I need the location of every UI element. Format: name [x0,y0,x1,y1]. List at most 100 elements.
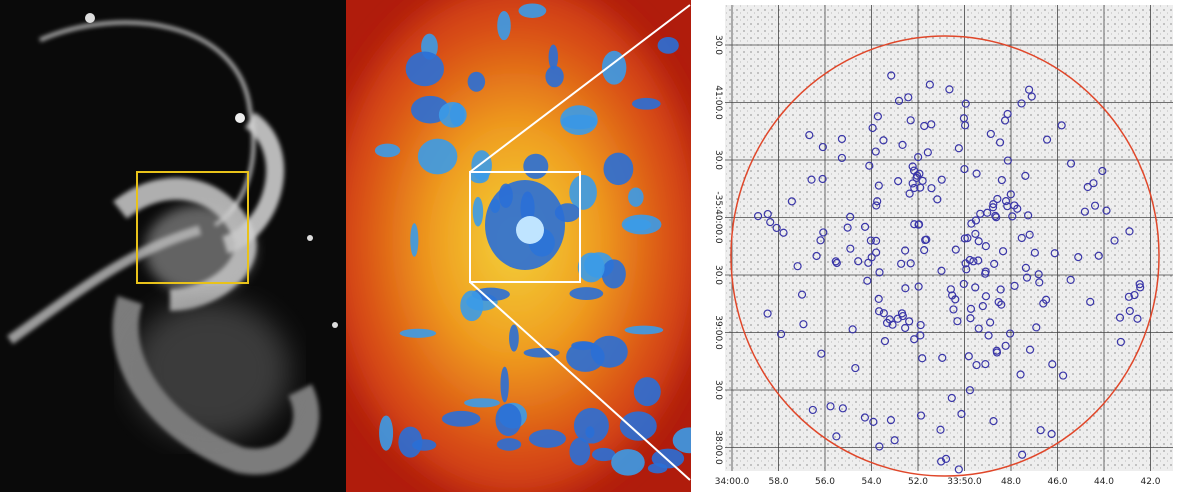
source-marker [1025,230,1034,239]
source-marker [863,276,872,285]
blue-region [460,290,484,322]
blue-region [601,259,626,289]
source-marker [772,223,781,233]
source-marker [938,353,947,362]
source-marker [763,309,772,318]
source-marker [923,148,932,157]
blue-region [621,214,662,235]
source-marker [1050,249,1059,258]
source-marker [966,314,975,323]
false-color-map [346,0,691,492]
source-marker [1003,156,1012,165]
source-marker [957,409,966,419]
source-marker [898,140,907,150]
source-marker [893,314,902,323]
blue-region [398,426,423,458]
source-marker [1083,182,1092,192]
blue-region [619,411,657,441]
source-marker [997,175,1006,185]
source-marker [1008,212,1017,221]
source-marker [984,331,993,340]
source-marker [808,405,817,415]
source-marker [1135,280,1144,289]
blue-region [624,325,664,335]
source-marker [1035,278,1044,287]
blue-region [591,447,616,462]
source-marker [874,307,884,316]
source-marker [993,194,1002,204]
source-marker [799,320,808,329]
source-marker [875,442,884,451]
source-marker [894,96,904,105]
source-marker [961,99,970,108]
source-marker [872,248,881,257]
blue-region [469,169,489,184]
source-marker [832,432,841,441]
source-marker [986,318,995,327]
source-marker [865,161,874,170]
source-marker [866,236,875,245]
source-marker [927,184,936,193]
source-marker [1133,314,1142,323]
source-marker [1010,281,1019,290]
source-marker [1086,297,1095,306]
source-marker [874,181,883,190]
source-marker [879,136,888,145]
source-marker [969,257,978,266]
blue-region [464,398,500,408]
source-marker [1021,263,1031,272]
panel-background [725,5,1173,471]
source-marker [916,320,925,330]
blue-region [405,51,445,87]
source-marker [989,417,998,426]
y-axis-label: -35:40:00.0 [713,191,723,244]
source-marker [996,285,1005,294]
source-marker [945,85,954,94]
source-marker [918,354,927,363]
source-marker [981,269,990,278]
source-marker [916,411,926,420]
source-marker [1017,233,1026,243]
blue-regions [374,3,691,476]
source-marker [967,219,976,228]
source-marker [963,234,972,243]
blue-region [399,328,437,338]
blue-region [500,366,509,403]
source-marker [776,329,786,339]
source-marker [1066,159,1076,168]
blue-region [631,97,661,110]
source-marker [1080,207,1090,216]
source-marker [990,259,999,268]
zoom-connector [469,281,691,481]
blue-region [496,438,522,451]
source-marker [908,162,917,171]
source-marker [753,211,763,221]
source-marker [925,80,934,89]
source-marker [1090,201,1100,210]
source-marker [933,195,942,204]
source-marker [1001,341,1010,350]
galaxy-core [145,205,255,295]
source-marker [971,229,980,238]
source-marker [875,268,884,277]
source-marker [872,201,881,210]
source-marker [1057,121,1066,130]
source-marker [846,212,855,221]
source-marker [888,320,897,329]
source-marker [812,251,821,261]
source-marker [797,290,807,299]
source-marker [972,360,981,370]
source-marker [880,336,890,346]
source-marker [860,413,870,422]
source-marker [1115,313,1125,322]
source-marker [914,282,923,291]
source-marker [1005,329,1015,338]
source-marker [920,246,929,255]
source-marker [936,425,945,434]
source-marker [974,237,983,246]
source-marker [1074,253,1083,262]
source-marker [868,123,877,133]
source-marker [1102,206,1111,215]
field-circle [730,35,1160,477]
